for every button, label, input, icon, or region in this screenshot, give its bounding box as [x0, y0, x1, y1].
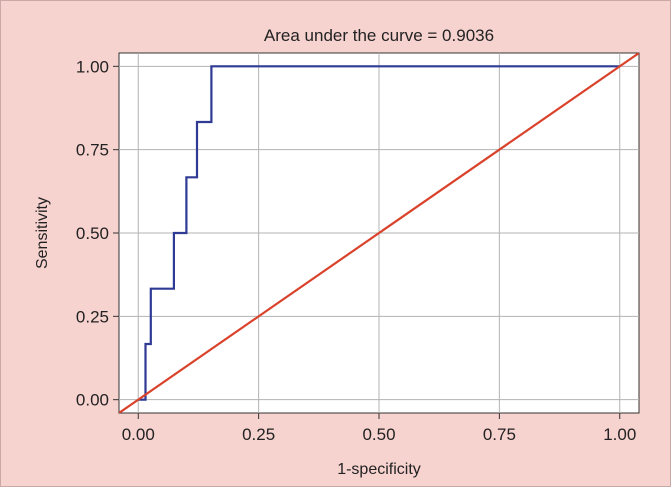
y-tick-label: 0.50: [76, 224, 109, 243]
y-tick-label: 0.75: [76, 141, 109, 160]
roc-curve-line: [138, 65, 620, 401]
chart-title: Area under the curve = 0.9036: [264, 26, 494, 45]
x-axis-label: 1-specificity: [337, 461, 421, 478]
y-axis-label: Sensitivity: [34, 197, 51, 269]
y-tick-label: 0.25: [76, 307, 109, 326]
y-axis-ticks: 0.00 0.25 0.50 0.75 1.00: [76, 57, 119, 410]
reference-diagonal-line: [119, 53, 639, 413]
x-tick-label: 1.00: [603, 425, 636, 444]
x-tick-label: 0.50: [362, 425, 395, 444]
x-tick-label: 0.75: [483, 425, 516, 444]
y-tick-label: 1.00: [76, 57, 109, 76]
y-tick-label: 0.00: [76, 391, 109, 410]
x-tick-label: 0.00: [122, 425, 155, 444]
series-group: [119, 53, 639, 413]
x-tick-label: 0.25: [242, 425, 275, 444]
x-axis-ticks: 0.00 0.25 0.50 0.75 1.00: [122, 413, 636, 444]
